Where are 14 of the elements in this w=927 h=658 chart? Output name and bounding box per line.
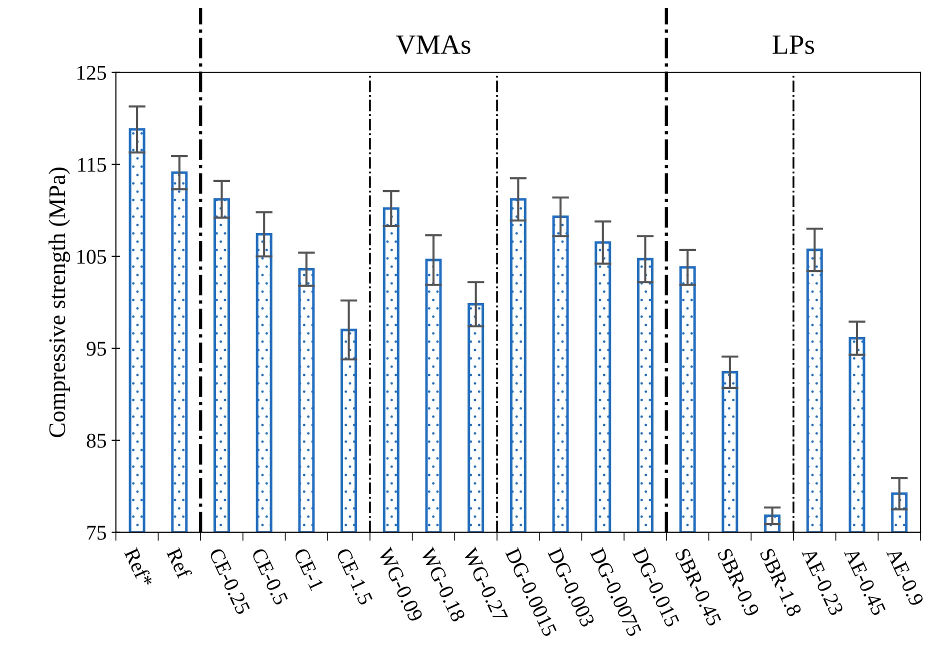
x-tick-label: Ref xyxy=(166,546,192,580)
x-tick-label: CE-0.5 xyxy=(251,547,288,606)
y-tick-label: 95 xyxy=(86,342,106,356)
x-tick-label: CE-1.5 xyxy=(336,547,374,606)
x-tick-label: CE-1 xyxy=(294,547,324,592)
y-tick-label: 115 xyxy=(78,158,106,172)
y-tick-label: 85 xyxy=(86,434,106,448)
y-tick-label: 75 xyxy=(87,526,106,540)
y-tick-label: 105 xyxy=(77,250,106,264)
x-tick-label: Ref* xyxy=(124,546,154,588)
text: VMAs xyxy=(396,35,470,54)
text: LPs xyxy=(772,36,814,54)
y-tick-label: 125 xyxy=(77,66,106,80)
y-axis-title: Compressive strength (MPa) xyxy=(48,168,70,438)
